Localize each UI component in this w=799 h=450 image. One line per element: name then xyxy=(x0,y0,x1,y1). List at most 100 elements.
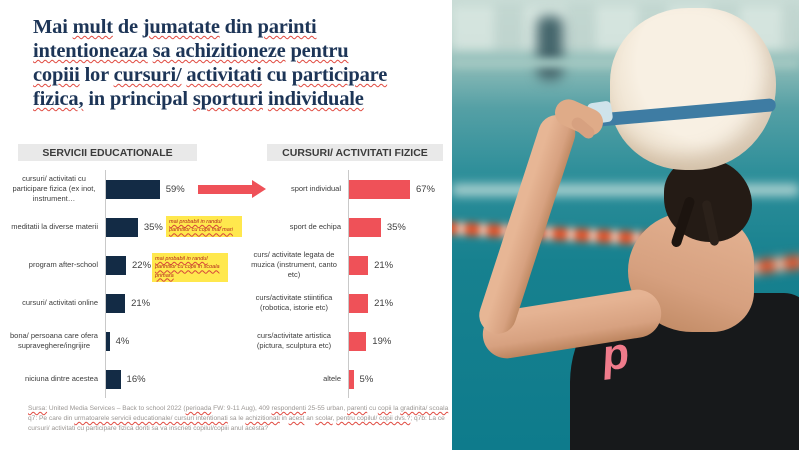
chart-row: niciuna dintre acestea 16% xyxy=(10,360,246,398)
value-label: 35% xyxy=(143,221,163,233)
bar xyxy=(106,331,110,351)
text-segment: cu xyxy=(261,63,292,86)
bar xyxy=(349,331,367,351)
text-segment: 25-55 urban, xyxy=(305,405,348,412)
value-label: 16% xyxy=(126,373,146,385)
right-chart-header: CURSURI/ ACTIVITATI FIZICE xyxy=(267,144,443,161)
text-segment: activitati xyxy=(186,63,262,86)
value-label: 22% xyxy=(132,259,152,271)
text-segment: ; q7b: La ce cursuri/ activitati cu part… xyxy=(28,414,445,432)
category-label: curs/activitate stiintifica (robotica, i… xyxy=(255,293,333,312)
text-segment: pentru copilul/ copii dvs.? xyxy=(336,414,411,422)
text-segment: cu xyxy=(367,405,378,412)
text-segment: FW: 9-11 Aug), 409 xyxy=(211,405,272,412)
category-label: niciuna dintre acestea xyxy=(25,374,98,384)
value-label: 4% xyxy=(115,335,130,347)
text-segment: perioada xyxy=(185,405,212,412)
chart-row: program after-school 22% xyxy=(10,246,246,284)
physical-courses-chart: sport individual 67% sport de echipa 35% cur… xyxy=(247,170,453,398)
bar xyxy=(106,255,127,275)
chart-row: cursuri/ activitati online 21% xyxy=(10,284,246,322)
text-segment: lor xyxy=(79,63,114,86)
bar xyxy=(106,217,138,237)
text-segment: copiii xyxy=(33,63,80,86)
chart-row: sport individual 67% xyxy=(247,170,453,208)
text-segment: scolar xyxy=(315,414,333,422)
category-label: cursuri/ activitati cu participare fizic… xyxy=(12,174,96,203)
right-arrow-icon xyxy=(198,180,266,198)
value-label: 35% xyxy=(386,221,406,233)
category-label: sport individual xyxy=(290,184,341,194)
bar xyxy=(106,179,160,199)
text-segment: sa achizitioneze xyxy=(152,39,286,62)
text-segment: in principal xyxy=(83,87,193,110)
category-label: altele xyxy=(323,374,341,384)
source-footnote: Sursa: United Media Services – Back to s… xyxy=(28,404,452,434)
swim-cap xyxy=(610,8,776,170)
text-segment: urmatoarele servicii educationale/ cursu… xyxy=(74,414,228,422)
category-label: meditatii la diverse materii xyxy=(11,222,98,232)
text-segment: gradinita/ scoala xyxy=(400,405,449,412)
text-segment: an xyxy=(304,414,316,422)
text-segment: copii xyxy=(377,405,392,412)
value-label: 21% xyxy=(131,297,151,309)
text-segment: pentru xyxy=(290,39,349,62)
chart-row: sport de echipa 35% xyxy=(247,208,453,246)
blurred-background-figure xyxy=(537,16,563,80)
bar xyxy=(106,369,121,389)
text-segment: parenti xyxy=(347,405,368,412)
category-label: cursuri/ activitati online xyxy=(22,298,98,308)
chart-row: meditatii la diverse materii 35% xyxy=(10,208,246,246)
category-label: bona/ persoana care ofera supraveghere/i… xyxy=(10,331,98,350)
chart-row: cursuri/ activitati cu participare fizic… xyxy=(10,170,246,208)
orange-lane-rope xyxy=(452,221,658,246)
text-segment: q7: Pe care din xyxy=(28,414,75,422)
swimmer-photo: p xyxy=(452,0,799,450)
text-segment: respondenti xyxy=(271,405,306,412)
category-label: program after-school xyxy=(28,260,98,270)
text-segment: mult xyxy=(72,16,113,38)
text-segment: jumatate xyxy=(142,16,220,38)
category-label: sport de echipa xyxy=(289,222,341,232)
chart-row: bona/ persoana care ofera supraveghere/i… xyxy=(10,322,246,360)
text-segment: acest xyxy=(288,414,305,422)
value-label: 5% xyxy=(359,373,374,385)
value-label: 19% xyxy=(372,335,392,347)
text-segment: fizica, xyxy=(33,87,84,110)
text-segment: cursuri/ xyxy=(113,63,182,86)
text-segment: United Media Services – Back to school 2… xyxy=(47,405,186,412)
annotation-older-children: mai probabil in randul parintilor cu cop… xyxy=(166,216,242,237)
text-segment: achizitionati xyxy=(245,414,280,422)
text-segment: , xyxy=(332,414,337,422)
value-label: 67% xyxy=(415,183,435,195)
slide-title: Mai mult de jumatate din parinti intentio… xyxy=(33,16,439,112)
left-chart-header: SERVICII EDUCATIONALE xyxy=(18,144,197,161)
chart-rows: sport individual 67% sport de echipa 35% cur… xyxy=(247,170,453,398)
chart-rows: cursuri/ activitati cu participare fizic… xyxy=(10,170,246,398)
annotation-primary-school: mai probabil in randul parintilor cu cop… xyxy=(152,253,228,282)
text-segment: parinti xyxy=(257,16,317,38)
text-segment: in xyxy=(279,414,289,422)
text-segment: Sursa: xyxy=(28,405,48,412)
value-label: 21% xyxy=(374,259,394,271)
text-segment: de xyxy=(112,16,143,38)
text-segment: din xyxy=(219,16,258,38)
bar xyxy=(349,293,369,313)
chart-row: altele 5% xyxy=(247,360,453,398)
chart-row: curs/activitate stiintifica (robotica, i… xyxy=(247,284,453,322)
bar xyxy=(349,369,354,389)
bar xyxy=(349,217,381,237)
educational-services-chart: cursuri/ activitati cu participare fizic… xyxy=(10,170,246,398)
category-label: curs/activitate artistica (pictura, scul… xyxy=(256,331,332,350)
bar xyxy=(106,293,126,313)
text-segment: sa le xyxy=(227,414,246,422)
bar xyxy=(349,255,369,275)
text-segment: sporturi xyxy=(192,87,263,110)
category-label: curs/ activitate legata de muzica (instr… xyxy=(251,250,337,279)
text-segment: Mai xyxy=(33,16,73,38)
bar xyxy=(349,179,410,199)
text-segment: participare xyxy=(291,63,388,86)
chart-row: curs/ activitate legata de muzica (instr… xyxy=(247,246,453,284)
value-label: 59% xyxy=(165,183,185,195)
